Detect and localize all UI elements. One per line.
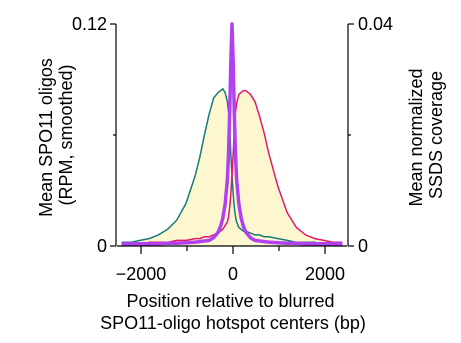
y-left-tick-label-top: 0.12 bbox=[72, 14, 107, 34]
x-tick-label-2000: 2000 bbox=[305, 264, 345, 284]
spo11-fill-area bbox=[121, 88, 343, 246]
x-axis-title: Position relative to blurred SPO11-oligo… bbox=[100, 291, 366, 333]
y-right-tick-label-bottom: 0 bbox=[358, 236, 368, 256]
y-left-tick-label-bottom: 0 bbox=[97, 236, 107, 256]
x-tick-label-0: 0 bbox=[228, 264, 238, 284]
x-axis bbox=[117, 245, 347, 254]
left-axis bbox=[110, 23, 117, 247]
y-right-axis-title-line-2: SSDS coverage bbox=[426, 71, 446, 199]
plot-area bbox=[121, 22, 343, 246]
x-axis-title-line-2: SPO11-oligo hotspot centers (bp) bbox=[100, 313, 366, 333]
right-axis bbox=[347, 23, 354, 247]
y-right-axis-title-line-1: Mean normalized bbox=[406, 68, 426, 206]
series-line-left-2 bbox=[121, 89, 343, 245]
series-line-right-ssds bbox=[121, 22, 343, 246]
y-left-axis-title: Mean SPO11 oligos (RPM, smoothed) bbox=[36, 53, 76, 217]
x-axis-title-line-1: Position relative to blurred bbox=[126, 291, 334, 311]
y-left-axis-title-line-2: (RPM, smoothed) bbox=[56, 64, 76, 205]
x-tick-label-minus-2000: −2000 bbox=[116, 264, 167, 284]
y-right-axis-title: Mean normalized SSDS coverage bbox=[406, 63, 446, 206]
y-left-axis-title-line-1: Mean SPO11 oligos bbox=[36, 58, 56, 217]
y-right-tick-label-top: 0.04 bbox=[358, 14, 393, 34]
